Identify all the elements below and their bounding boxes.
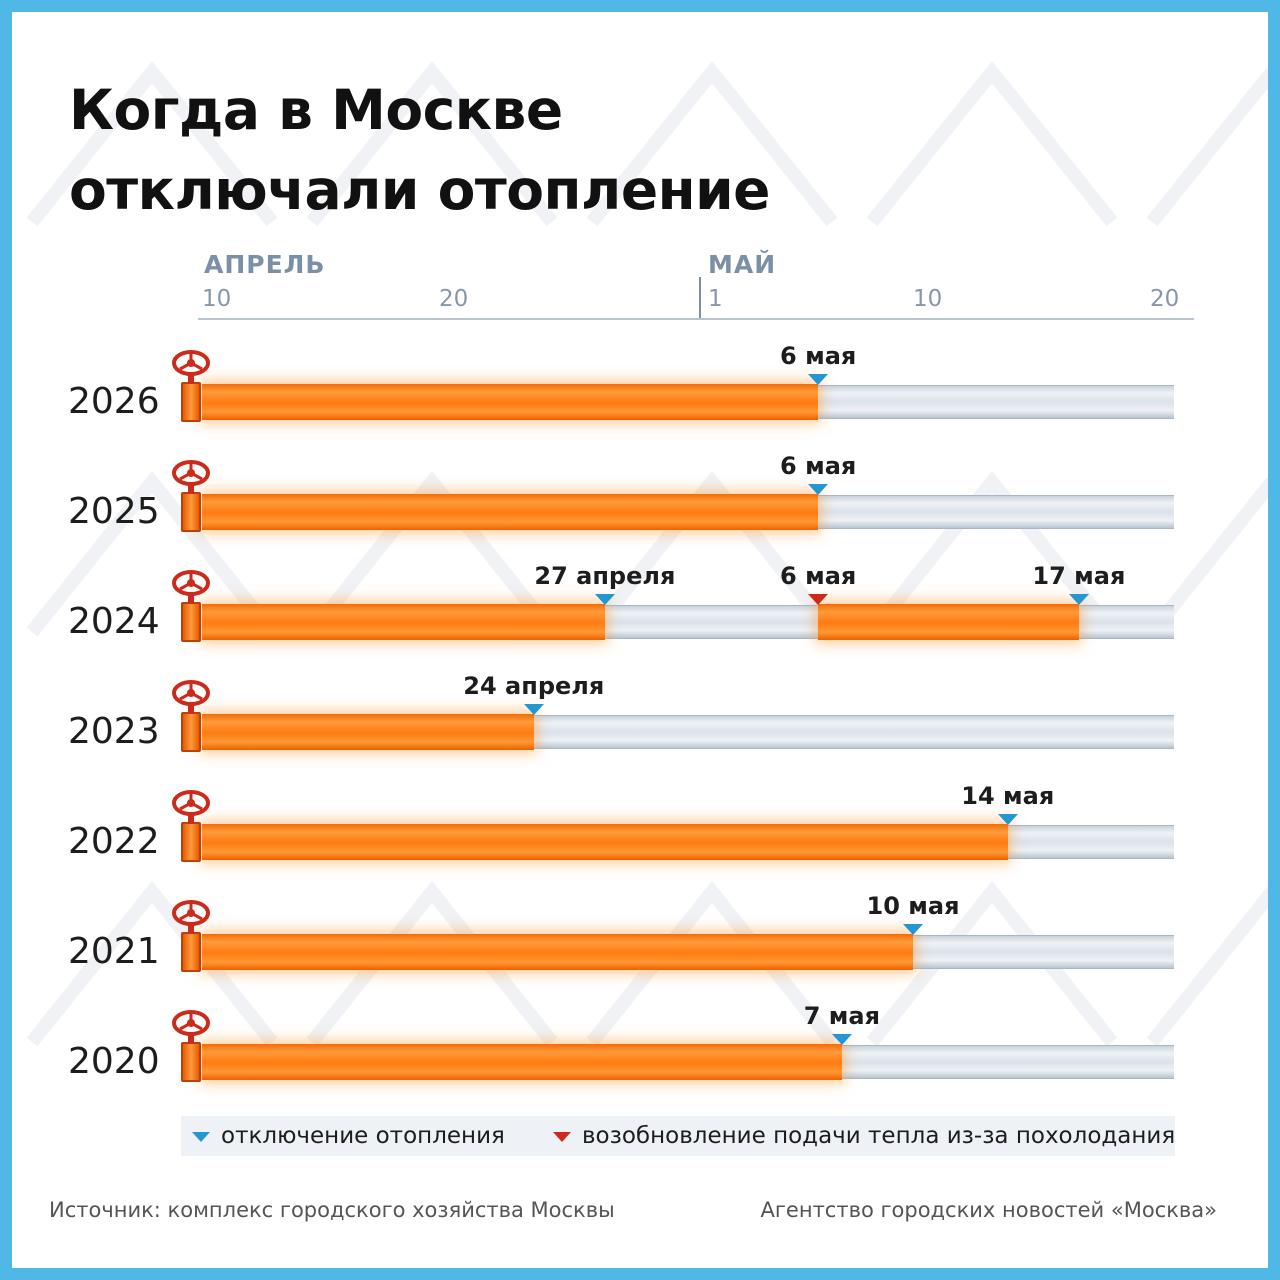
month-label-april: АПРЕЛЬ xyxy=(204,250,326,279)
valve-icon xyxy=(171,900,211,939)
event-marker-2025-0 xyxy=(808,484,829,495)
year-label-2022: 2022 xyxy=(68,821,160,862)
event-marker-2021-0 xyxy=(903,924,923,935)
year-label-2020: 2020 xyxy=(68,1041,160,1082)
legend-label-on: возобновление подачи тепла из-за похолод… xyxy=(582,1123,1176,1149)
event-marker-2024-2 xyxy=(1068,594,1089,605)
heating-bar-2020-0 xyxy=(202,1044,842,1080)
event-label-2024-2: 17 мая xyxy=(1032,562,1126,590)
heating-bar-2025-0 xyxy=(202,494,819,530)
valve-icon xyxy=(171,1010,211,1049)
chart-title: Когда в Москве отключали отопление xyxy=(69,70,770,230)
footer-agency: Агентство городских новостей «Москва» xyxy=(760,1198,1217,1222)
event-marker-2024-0 xyxy=(594,594,615,605)
year-label-2025: 2025 xyxy=(68,491,160,532)
tick-label-may-20: 20 xyxy=(1150,286,1180,312)
event-label-2025-0: 6 мая xyxy=(780,452,857,480)
event-marker-2020-0 xyxy=(831,1034,852,1045)
event-marker-2026-0 xyxy=(808,374,829,385)
event-label-2020-0: 7 мая xyxy=(803,1002,881,1030)
legend-label-off: отключение отопления xyxy=(221,1123,505,1149)
valve-icon xyxy=(171,350,211,389)
heating-bar-2021-0 xyxy=(202,934,913,970)
valve-icon xyxy=(171,680,211,719)
year-label-2023: 2023 xyxy=(68,711,160,752)
event-label-2026-0: 6 мая xyxy=(780,342,857,370)
tick-label-apr-10: 10 xyxy=(202,286,232,312)
heating-bar-2023-0 xyxy=(202,714,534,750)
legend xyxy=(181,1116,1175,1156)
valve-icon xyxy=(171,570,211,609)
legend-marker-off xyxy=(192,1132,210,1142)
legend-marker-on xyxy=(553,1132,571,1142)
event-label-2023-0: 24 апреля xyxy=(463,672,605,700)
footer-source: Источник: комплекс городского хозяйства … xyxy=(49,1198,615,1222)
month-label-may: МАЙ xyxy=(708,250,777,279)
year-label-2024: 2024 xyxy=(68,601,160,642)
event-label-2021-0: 10 мая xyxy=(866,892,960,920)
year-label-2021: 2021 xyxy=(68,931,160,972)
heating-bar-2024-0 xyxy=(202,604,605,640)
title-line-1: Когда в Москве xyxy=(69,78,563,142)
x-axis-line xyxy=(198,318,1194,320)
month-separator xyxy=(699,277,701,319)
event-label-2024-0: 27 апреля xyxy=(534,562,676,590)
tick-label-may-10: 10 xyxy=(913,286,943,312)
event-marker-2022-0 xyxy=(997,814,1018,825)
year-label-2026: 2026 xyxy=(68,381,160,422)
heating-bar-2026-0 xyxy=(202,384,819,420)
infographic-card: Когда в Москве отключали отопление АПРЕЛ… xyxy=(12,12,1268,1268)
background-watermark xyxy=(26,60,1268,1047)
tick-label-may-1: 1 xyxy=(708,286,723,312)
event-marker-2024-1 xyxy=(808,594,829,605)
event-label-2022-0: 14 мая xyxy=(961,782,1055,810)
event-label-2024-1: 6 мая xyxy=(780,562,857,590)
title-line-2: отключали отопление xyxy=(69,158,770,222)
tick-label-apr-20: 20 xyxy=(439,286,469,312)
valve-icon xyxy=(171,460,211,499)
event-marker-2023-0 xyxy=(523,704,544,715)
heating-bar-2024-1 xyxy=(818,604,1079,640)
heating-bar-2022-0 xyxy=(202,824,1008,860)
valve-icon xyxy=(171,790,211,829)
